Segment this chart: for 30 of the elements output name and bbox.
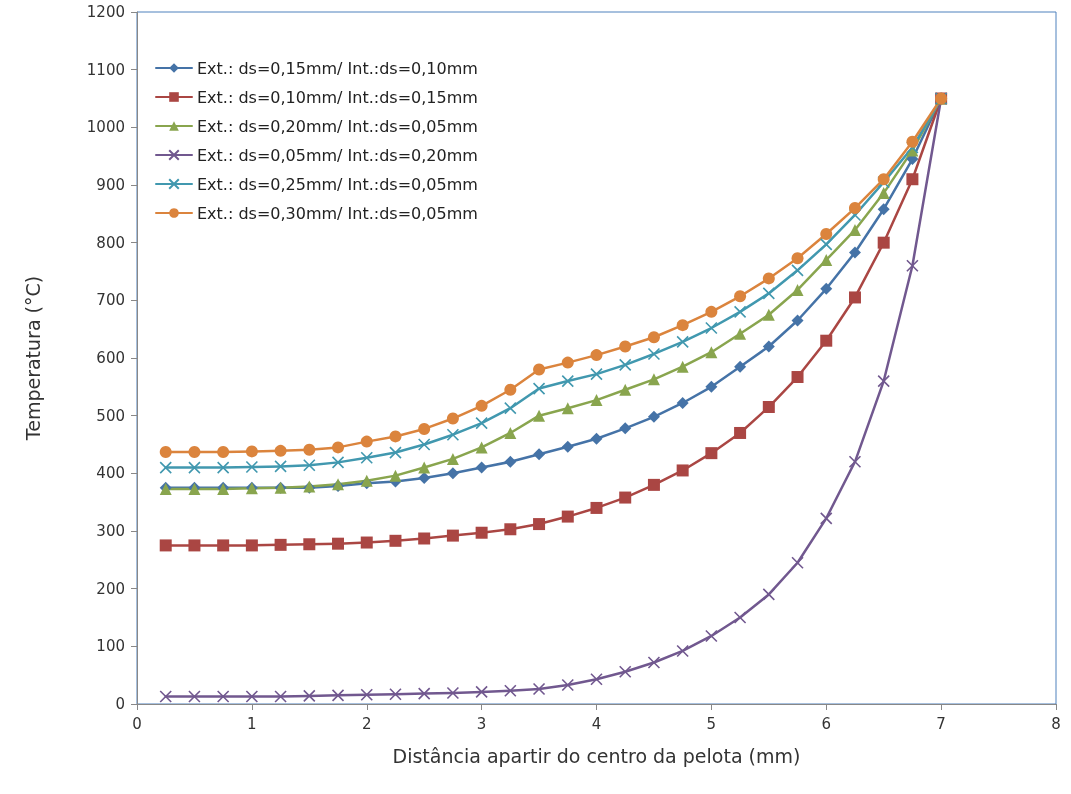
y-tick-label: 600 [96,349,125,367]
x-tick-label: 8 [1051,714,1061,733]
y-tick-label: 800 [96,233,125,252]
legend-label: Ext.: ds=0,20mm/ Int.:ds=0,05mm [197,116,478,136]
x-tick-label: 3 [476,714,487,733]
y-tick-label: 900 [96,176,125,194]
y-tick-label: 1200 [86,3,125,21]
y-tick-label: 0 [115,695,125,713]
x-tick-label: 2 [361,714,372,733]
x-tick-label: 1 [247,714,257,733]
x-tick-label: 7 [936,714,946,733]
legend-label: Ext.: ds=0,25mm/ Int.:ds=0,05mm [197,174,478,194]
y-tick-label: 300 [96,522,125,540]
x-tick-label: 6 [821,714,832,733]
y-tick-label: 100 [96,637,125,656]
legend-label: Ext.: ds=0,15mm/ Int.:ds=0,10mm [197,58,478,78]
y-tick-label: 400 [96,464,125,483]
x-tick-label: 4 [591,714,602,733]
legend-label: Ext.: ds=0,10mm/ Int.:ds=0,15mm [197,87,478,107]
y-axis-title: Temperatura (°C) [21,275,44,442]
y-tick-label: 1000 [86,118,125,137]
y-tick-label: 700 [96,291,125,310]
legend-label: Ext.: ds=0,30mm/ Int.:ds=0,05mm [197,203,478,223]
x-axis-title: Distância apartir do centro da pelota (mm) [392,744,801,767]
y-tick-label: 500 [96,406,125,425]
y-tick-label: 200 [96,579,125,598]
x-tick-label: 0 [132,714,142,733]
legend-label: Ext.: ds=0,05mm/ Int.:ds=0,20mm [197,145,478,165]
x-tick-label: 5 [706,714,717,733]
y-tick-label: 1100 [86,60,125,79]
